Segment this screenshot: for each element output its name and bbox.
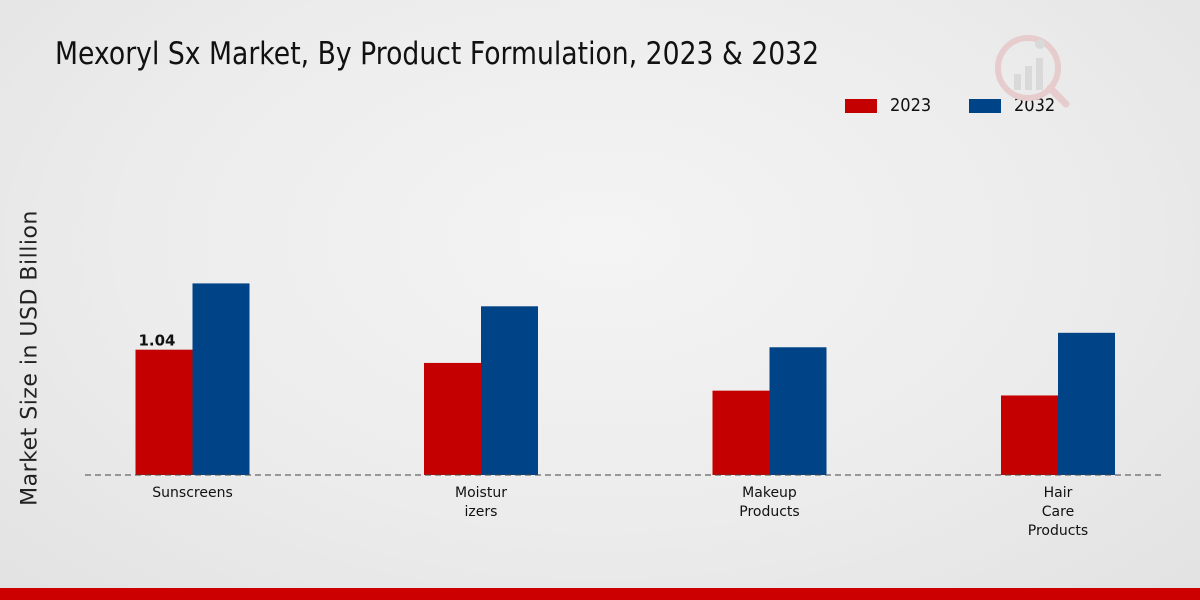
data-labels-group: 1.04	[138, 332, 175, 350]
bar-2023-0	[135, 349, 193, 475]
bar-2032-3	[1058, 332, 1115, 475]
x-tick-label-0: Sunscreens	[152, 485, 232, 501]
legend-item-2023: 2023	[845, 95, 936, 116]
x-tick-label-line: Products	[1028, 523, 1088, 539]
bottom-accent-bar	[0, 588, 1200, 600]
bar-2032-2	[769, 347, 827, 475]
bar-2023-3	[1001, 395, 1058, 475]
bar-2023-2	[712, 390, 770, 475]
x-tick-label-line: Care	[1042, 504, 1074, 520]
bar-2032-1	[481, 306, 538, 475]
x-tick-label-line: Makeup	[742, 485, 797, 501]
legend-swatch-2023	[845, 98, 877, 113]
legend-swatch-2032	[968, 98, 1001, 113]
bars-group	[135, 283, 1115, 475]
x-tick-label-line: Sunscreens	[152, 485, 232, 501]
legend-label-2023: 2023	[890, 95, 932, 116]
x-tick-label-line: Moistur	[455, 485, 507, 501]
x-tick-label-line: Hair	[1044, 485, 1073, 501]
x-tick-label-2: Makeup Products	[739, 485, 799, 520]
data-label-0: 1.04	[138, 332, 175, 350]
brand-logo-icon	[995, 35, 1070, 108]
bar-2032-0	[192, 283, 250, 475]
x-tick-label-line: Products	[739, 504, 799, 520]
x-tick-label-3: Hair Care Products	[1028, 485, 1088, 539]
bar-2023-1	[424, 362, 481, 475]
x-tick-label-1: Moistur izers	[455, 485, 507, 520]
chart-title: Mexoryl Sx Market, By Product Formulatio…	[55, 36, 820, 72]
x-tick-label-line: izers	[465, 504, 498, 520]
